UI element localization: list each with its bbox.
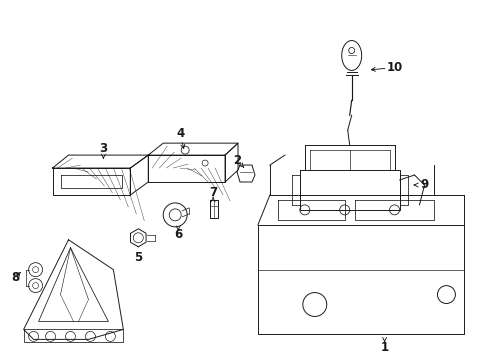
Text: 9: 9	[420, 179, 428, 192]
Text: 4: 4	[176, 127, 184, 140]
Text: 1: 1	[380, 341, 388, 354]
Text: 10: 10	[386, 61, 402, 74]
Text: 6: 6	[174, 228, 182, 241]
Text: 2: 2	[232, 154, 241, 167]
Text: 3: 3	[99, 141, 107, 155]
Circle shape	[163, 203, 187, 227]
Text: 7: 7	[208, 186, 217, 199]
Text: 5: 5	[134, 251, 142, 264]
Text: 8: 8	[12, 271, 20, 284]
